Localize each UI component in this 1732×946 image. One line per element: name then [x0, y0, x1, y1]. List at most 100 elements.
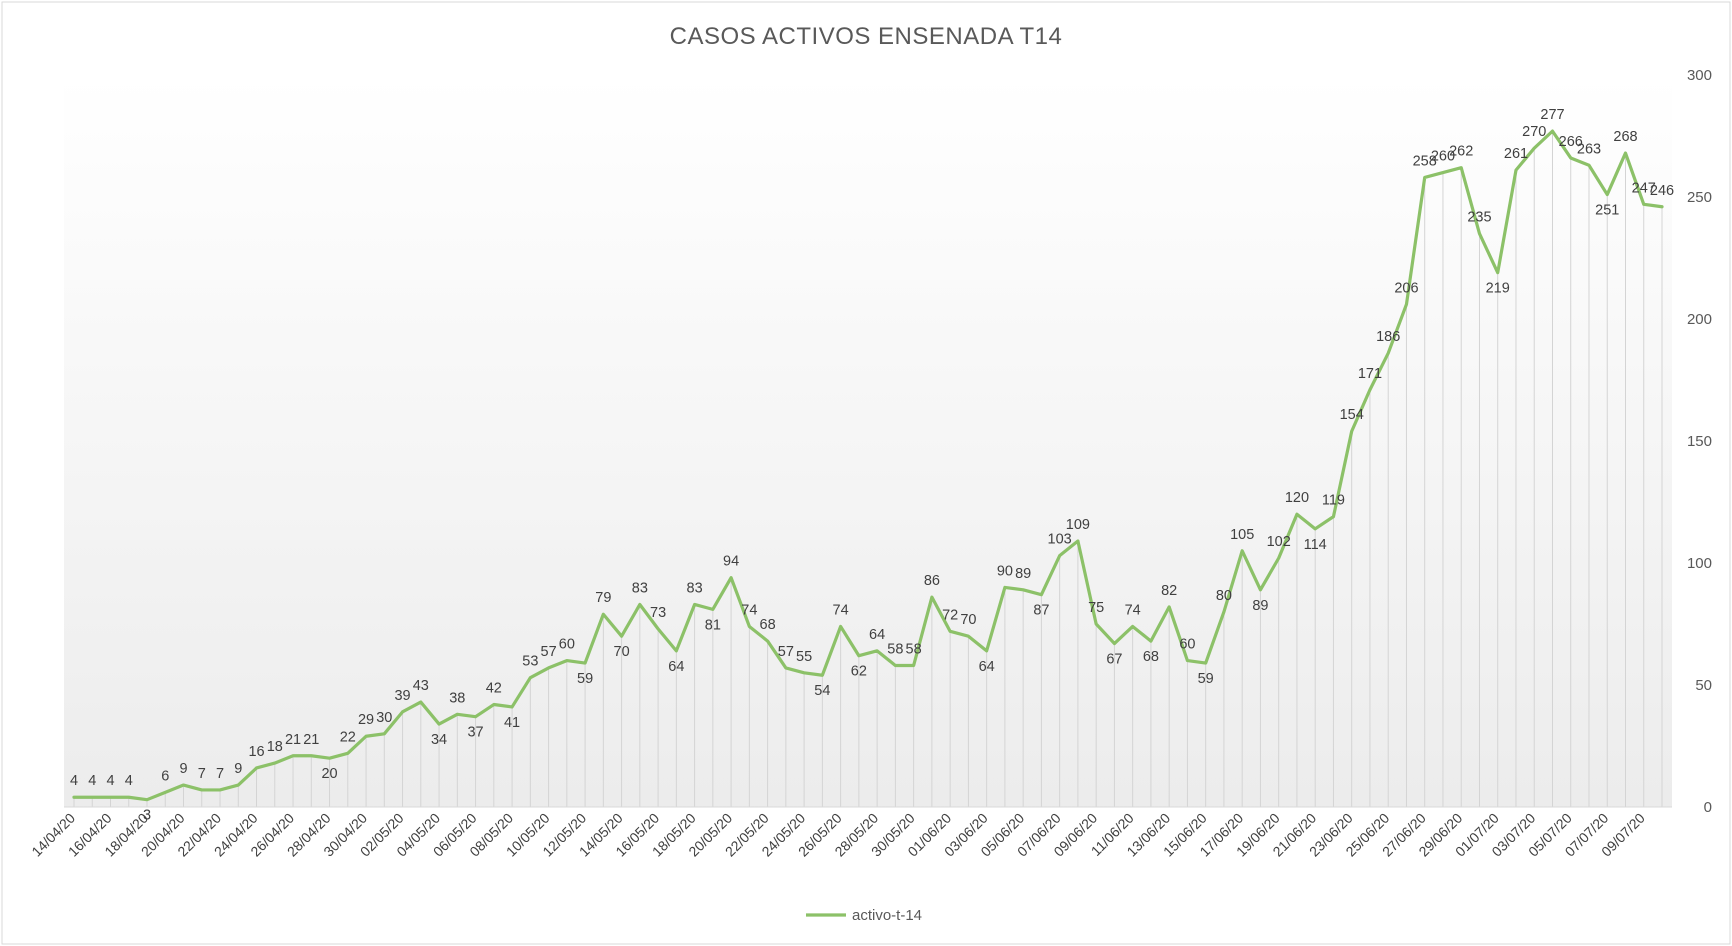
data-label: 67	[1106, 652, 1122, 668]
data-label: 89	[1252, 598, 1268, 614]
legend-label: activo-t-14	[852, 907, 922, 924]
y-tick-label: 150	[1687, 433, 1712, 450]
data-label: 38	[449, 690, 465, 706]
data-label: 186	[1376, 329, 1400, 345]
data-label: 119	[1322, 493, 1345, 509]
data-label: 206	[1394, 280, 1418, 296]
y-tick-label: 0	[1704, 799, 1712, 816]
data-label: 37	[467, 725, 483, 741]
data-label: 74	[833, 602, 849, 618]
data-label: 64	[979, 659, 995, 675]
data-label: 261	[1504, 146, 1528, 162]
data-label: 105	[1230, 527, 1254, 543]
data-label: 82	[1161, 583, 1177, 599]
y-tick-label: 200	[1687, 311, 1712, 328]
data-label: 258	[1413, 153, 1437, 169]
data-label: 59	[577, 671, 593, 687]
data-label: 247	[1632, 180, 1656, 196]
data-label: 94	[723, 554, 739, 570]
data-label: 60	[559, 637, 575, 653]
data-label: 55	[796, 649, 812, 665]
data-label: 29	[358, 712, 374, 728]
data-label: 263	[1577, 141, 1601, 157]
data-label: 86	[924, 573, 940, 589]
data-label: 30	[376, 710, 392, 726]
data-label: 58	[887, 641, 903, 657]
chart-title: CASOS ACTIVOS ENSENADA T14	[670, 23, 1063, 50]
data-label: 43	[413, 678, 429, 694]
data-label: 39	[394, 688, 410, 704]
data-label: 70	[960, 612, 976, 628]
data-label: 57	[778, 644, 794, 660]
data-label: 9	[234, 761, 242, 777]
data-label: 70	[614, 644, 630, 660]
data-label: 57	[541, 644, 557, 660]
data-label: 74	[741, 602, 757, 618]
data-label: 277	[1540, 107, 1564, 123]
data-label: 251	[1595, 203, 1619, 219]
data-label: 21	[285, 732, 301, 748]
data-label: 22	[340, 729, 356, 745]
data-label: 171	[1358, 366, 1382, 382]
data-label: 74	[1125, 602, 1141, 618]
data-label: 6	[161, 768, 169, 784]
data-label: 103	[1048, 532, 1072, 548]
data-label: 18	[267, 739, 283, 755]
data-label: 154	[1340, 407, 1364, 423]
data-label: 20	[321, 766, 337, 782]
data-label: 4	[106, 773, 114, 789]
y-axis: 0 50 100 150 200 250 300	[1687, 67, 1712, 816]
drop-lines	[73, 131, 1663, 807]
data-label: 87	[1033, 603, 1049, 619]
data-label: 4	[70, 773, 78, 789]
data-label: 80	[1216, 588, 1232, 604]
data-label: 64	[869, 627, 885, 643]
data-label: 102	[1267, 534, 1291, 550]
data-label: 42	[486, 681, 502, 697]
data-label: 262	[1449, 144, 1473, 160]
legend: activo-t-14	[806, 907, 922, 924]
data-label: 68	[760, 617, 776, 633]
y-tick-label: 300	[1687, 67, 1712, 84]
data-label: 83	[632, 580, 648, 596]
data-label: 246	[1650, 183, 1674, 199]
data-label: 60	[1179, 637, 1195, 653]
data-label: 73	[650, 605, 666, 621]
data-label: 4	[88, 773, 96, 789]
data-label: 81	[705, 617, 721, 633]
data-label: 114	[1304, 537, 1327, 553]
data-label: 34	[431, 732, 447, 748]
data-label: 72	[942, 607, 958, 623]
data-label: 260	[1431, 149, 1455, 165]
data-label: 41	[504, 715, 520, 731]
data-label: 89	[1015, 566, 1031, 582]
data-label: 21	[303, 732, 319, 748]
data-label: 9	[179, 761, 187, 777]
data-label: 120	[1285, 490, 1309, 506]
data-label: 79	[595, 590, 611, 606]
data-label: 83	[687, 580, 703, 596]
series-line-activo-t-14	[72, 129, 1664, 802]
data-label: 7	[198, 766, 206, 782]
data-label: 270	[1522, 124, 1546, 140]
data-label: 75	[1088, 600, 1104, 616]
y-tick-label: 100	[1687, 555, 1712, 572]
data-label: 266	[1559, 134, 1583, 150]
data-label: 4	[125, 773, 133, 789]
y-tick-label: 250	[1687, 189, 1712, 206]
data-label: 219	[1486, 281, 1510, 297]
data-label: 59	[1198, 671, 1214, 687]
data-label: 53	[522, 654, 538, 670]
data-label: 3	[143, 808, 151, 824]
y-tick-label: 50	[1695, 677, 1712, 694]
data-label: 68	[1143, 649, 1159, 665]
data-label: 64	[668, 659, 684, 675]
data-label: 62	[851, 664, 867, 680]
data-label: 54	[814, 683, 830, 699]
data-label: 7	[216, 766, 224, 782]
data-label: 16	[248, 744, 264, 760]
data-label: 58	[906, 641, 922, 657]
